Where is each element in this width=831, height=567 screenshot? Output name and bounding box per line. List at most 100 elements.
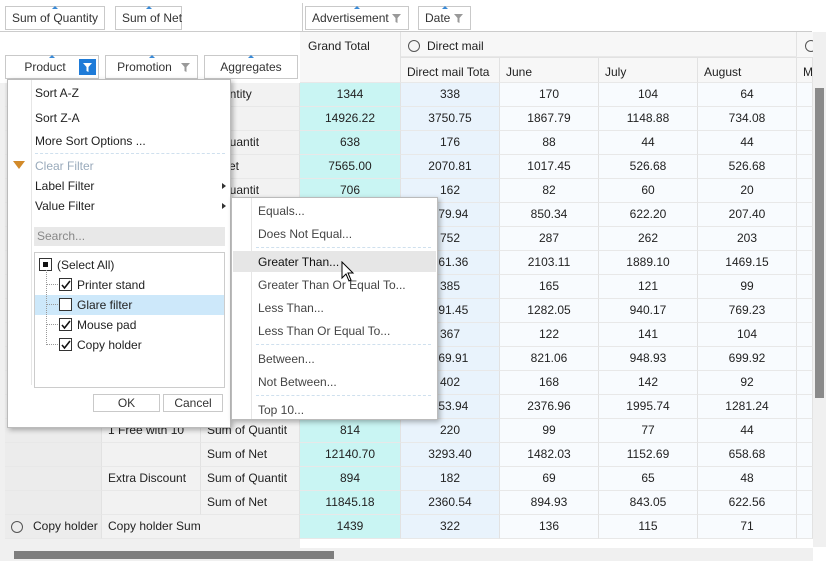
filter-item[interactable]: Value Filter [35,199,95,213]
value-cell: 940.17 [599,299,698,323]
checkbox[interactable] [59,298,72,311]
value-cell: 526.68 [599,155,698,179]
expand-icon[interactable] [11,521,23,533]
value-filter-item[interactable]: Does Not Equal... [258,227,353,241]
value-cell: 1995.74 [599,395,698,419]
item-label[interactable]: Mouse pad [77,318,137,332]
field-button[interactable]: Advertisement [305,6,409,30]
row-header-cell [201,515,300,539]
value-cell [797,299,813,323]
value-cell [797,491,813,515]
row-header-cell [5,467,102,491]
value-cell: 182 [401,467,500,491]
field-button[interactable]: Product [5,55,99,79]
field-label: Product [24,60,66,74]
value-cell: 142 [599,371,698,395]
value-filter-item[interactable]: Greater Than... [258,255,340,269]
value-cell: 48 [698,467,797,491]
clear-filter-icon [13,161,25,171]
value-cell: 168 [500,371,599,395]
tree-line [46,270,47,345]
value-cell: 622.20 [599,203,698,227]
value-cell: 1152.69 [599,443,698,467]
value-cell [797,203,813,227]
value-filter-item[interactable]: Between... [258,352,315,366]
item-label[interactable]: Copy holder [77,338,142,352]
header-cell: Grand Total [300,32,401,83]
value-filter-item[interactable]: Equals... [258,204,305,218]
scroll-thumb[interactable] [14,551,334,559]
check-partial [43,262,48,267]
value-cell: 69 [500,467,599,491]
cancel-button[interactable]: Cancel [163,394,223,412]
checkbox[interactable] [39,258,52,271]
item-label[interactable]: Glare filter [77,298,133,312]
value-cell: 622.56 [698,491,797,515]
value-cell [797,443,813,467]
value-cell [797,227,813,251]
filter-icon[interactable] [79,59,96,75]
column-header: July [599,57,698,83]
hover-highlight [233,251,436,272]
checkbox[interactable] [59,318,72,331]
value-cell [797,107,813,131]
field-button[interactable]: Sum of Quantity [5,6,105,30]
field-button[interactable]: Date [418,6,471,30]
drag-handle [441,6,448,9]
separator [35,153,225,154]
value-filter-item[interactable]: Greater Than Or Equal To... [258,278,406,292]
column-header: M [797,57,813,83]
value-cell: 814 [300,419,401,443]
value-cell: 2360.54 [401,491,500,515]
value-cell: 322 [401,515,500,539]
value-cell: 1017.45 [500,155,599,179]
value-cell [797,323,813,347]
value-filter-submenu: Equals... Does Not Equal... Greater Than..… [231,197,438,420]
filter-icon[interactable] [391,13,402,24]
checkbox[interactable] [59,338,72,351]
filter-item[interactable]: Clear Filter [35,159,94,173]
scroll-thumb[interactable] [815,88,824,398]
value-cell: 338 [401,83,500,107]
drag-handle [354,6,360,9]
filter-icon[interactable] [453,13,464,24]
value-filter-item[interactable]: Not Between... [258,375,337,389]
value-cell: 104 [698,323,797,347]
value-cell: 64 [698,83,797,107]
value-cell [797,155,813,179]
value-filter-item[interactable]: Less Than Or Equal To... [258,324,391,338]
field-button[interactable]: Sum of Net [115,6,182,30]
value-filter-item[interactable]: Less Than... [258,301,324,315]
sort-item[interactable]: More Sort Options ... [35,134,146,148]
area-divider [302,3,303,31]
checkbox[interactable] [59,278,72,291]
value-cell [797,275,813,299]
value-cell: 11845.18 [300,491,401,515]
row-header-cell: Sum of Net [201,491,300,515]
value-filter-item[interactable]: Top 10... [258,403,305,417]
filter-icon[interactable] [180,62,191,73]
collapse-icon[interactable] [408,40,420,52]
field-button[interactable]: Aggregates [204,55,298,79]
group-header[interactable]: Direct mail [401,32,797,57]
search-box[interactable]: Search... [34,227,225,246]
item-label[interactable]: (Select All) [57,258,115,272]
tree-line [46,284,58,285]
sort-item[interactable]: Sort A-Z [35,86,80,100]
column-header: Direct mail Tota [401,57,500,83]
row-header-cell: Sum of Quantit [201,467,300,491]
ok-button[interactable]: OK [93,394,160,412]
filter-item[interactable]: Label Filter [35,179,95,193]
value-cell: 82 [500,179,599,203]
field-button[interactable]: Promotion [105,55,198,79]
field-label: Aggregates [220,60,282,74]
sort-item[interactable]: Sort Z-A [35,111,80,125]
column-header: June [500,57,599,83]
field-label: Promotion [117,60,172,74]
value-cell: 1867.79 [500,107,599,131]
value-cell: 850.34 [500,203,599,227]
item-label[interactable]: Printer stand [77,278,146,292]
value-cell [797,251,813,275]
value-cell: 734.08 [698,107,797,131]
field-label: Date [425,11,451,25]
